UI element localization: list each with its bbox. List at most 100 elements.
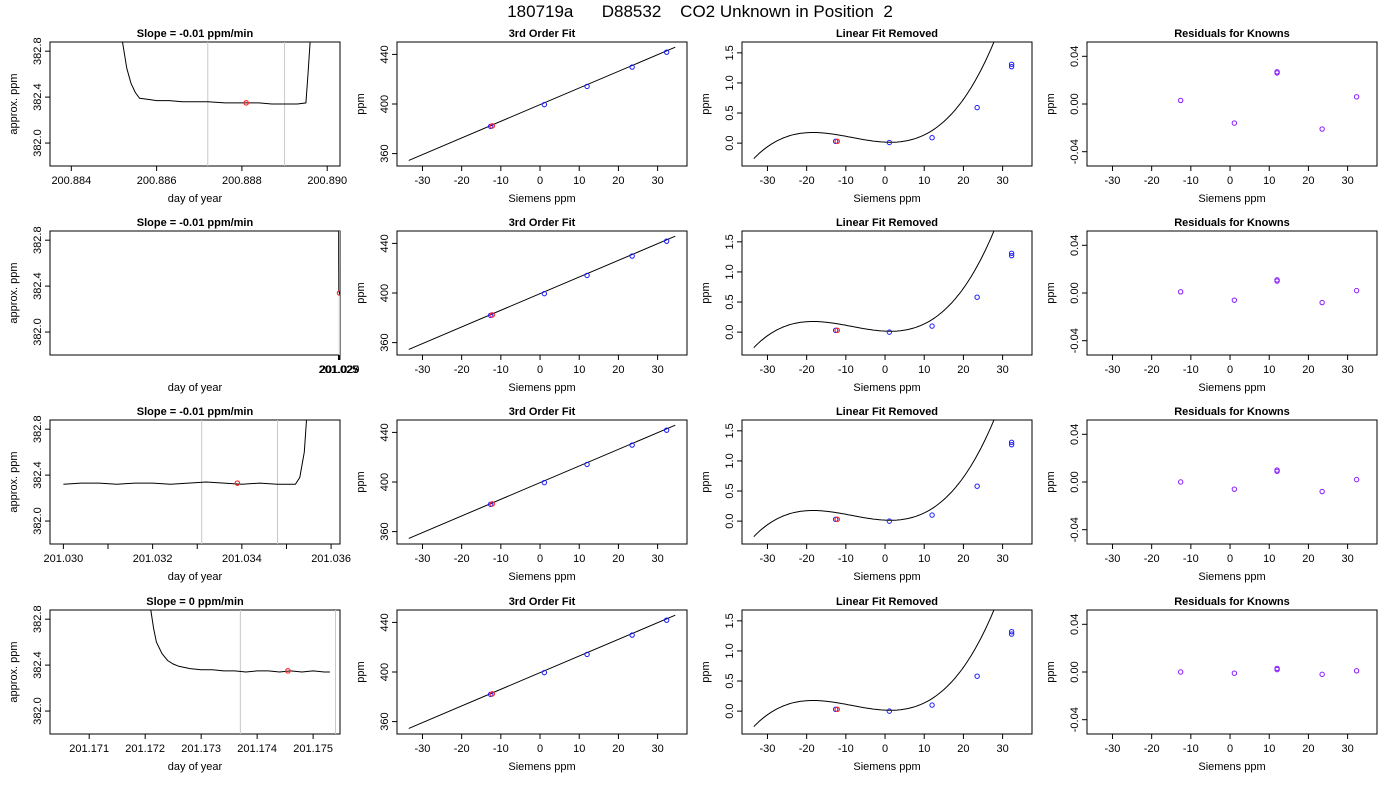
y-tick-label: 1.5 bbox=[724, 45, 736, 60]
y-tick-label: 400 bbox=[379, 663, 391, 681]
known-point bbox=[584, 83, 590, 90]
x-axis-label: Siemens ppm bbox=[1198, 382, 1265, 394]
y-tick-label: 382.8 bbox=[32, 605, 44, 633]
plot-data bbox=[1177, 665, 1360, 678]
panel-title: 3rd Order Fit bbox=[509, 28, 576, 40]
x-tick-label: 20 bbox=[957, 743, 969, 755]
y-tick-label: 0.00 bbox=[1069, 661, 1081, 682]
y-axis-label: ppm bbox=[355, 471, 367, 492]
y-tick-label: 382.0 bbox=[32, 129, 44, 157]
y-tick-label: 400 bbox=[379, 284, 391, 302]
y-tick-label: 400 bbox=[379, 95, 391, 113]
x-tick-label: -10 bbox=[493, 553, 509, 565]
x-tick-label: 20 bbox=[612, 743, 624, 755]
series-line bbox=[122, 42, 311, 105]
x-axis-label: Siemens ppm bbox=[1198, 571, 1265, 583]
plot-data bbox=[122, 42, 311, 166]
x-tick-label: -20 bbox=[454, 743, 470, 755]
plot-data bbox=[408, 235, 676, 350]
x-tick-label: 10 bbox=[1263, 743, 1275, 755]
x-tick-label: -10 bbox=[838, 743, 854, 755]
x-tick-label: 201.029 bbox=[320, 364, 360, 376]
unknown-point bbox=[834, 327, 841, 334]
x-tick-label: -30 bbox=[760, 743, 776, 755]
y-tick-label: 1.0 bbox=[724, 643, 736, 658]
y-tick-label: 0.0 bbox=[724, 703, 736, 718]
y-tick-label: 382.8 bbox=[32, 37, 44, 65]
plot-data bbox=[1177, 467, 1360, 495]
series-line bbox=[63, 420, 307, 485]
x-tick-label: 20 bbox=[1302, 175, 1314, 187]
residual-point bbox=[1231, 297, 1238, 303]
x-tick-label: -20 bbox=[799, 364, 815, 376]
x-tick-label: 30 bbox=[996, 364, 1008, 376]
y-tick-label: 360 bbox=[379, 712, 391, 730]
plot-data bbox=[408, 424, 676, 539]
x-tick-label: 201.032 bbox=[133, 553, 173, 565]
plot-frame bbox=[49, 419, 341, 545]
unknown-point bbox=[489, 691, 496, 697]
x-tick-label: 0 bbox=[882, 553, 888, 565]
y-axis-label: ppm bbox=[1045, 282, 1057, 303]
x-tick-label: 20 bbox=[1302, 553, 1314, 565]
panel-r4-linear: Linear Fit Removed -30 -20 -10 0 10 20 30 0.0 0.5… bbox=[700, 596, 1033, 773]
x-tick-label: 201.030 bbox=[44, 553, 84, 565]
x-tick-label: -30 bbox=[760, 364, 776, 376]
residual-point bbox=[1177, 97, 1184, 104]
x-tick-label: 201.034 bbox=[222, 553, 262, 565]
y-axis-label: ppm bbox=[700, 282, 712, 303]
x-tick-label: 30 bbox=[651, 743, 663, 755]
y-tick-label: 1.0 bbox=[724, 264, 736, 279]
x-tick-label: 201.027 bbox=[319, 364, 359, 376]
unknown-point bbox=[489, 312, 496, 318]
x-tick-label: 200.886 bbox=[137, 175, 177, 187]
y-tick-label: 1.5 bbox=[724, 234, 736, 249]
x-tick-label: 0 bbox=[1227, 553, 1233, 565]
y-tick-label: 0.5 bbox=[724, 673, 736, 688]
y-tick-label: 440 bbox=[379, 234, 391, 252]
panel-title: Residuals for Knowns bbox=[1174, 28, 1290, 40]
y-tick-label: 0.0 bbox=[724, 135, 736, 150]
residual-point bbox=[1353, 476, 1360, 483]
x-tick-label: 200.884 bbox=[51, 175, 91, 187]
known-point bbox=[886, 518, 893, 524]
panel-title: Residuals for Knowns bbox=[1174, 596, 1290, 608]
residual-point bbox=[1177, 479, 1184, 485]
known-point bbox=[886, 329, 893, 335]
x-tick-label: 20 bbox=[957, 175, 969, 187]
unknown-point bbox=[285, 668, 291, 674]
x-axis-label: Siemens ppm bbox=[853, 382, 920, 394]
x-tick-label: 0 bbox=[537, 364, 543, 376]
x-tick-label: 20 bbox=[1302, 364, 1314, 376]
x-tick-label: 0 bbox=[1227, 175, 1233, 187]
panel-r3-fit: 3rd Order Fit -30 -20 -10 0 10 20 30 360 400 440 Si… bbox=[355, 406, 688, 583]
x-tick-label: 10 bbox=[573, 175, 585, 187]
residual-point bbox=[1274, 70, 1280, 76]
y-tick-label: 1.0 bbox=[724, 453, 736, 468]
panel-r3-resid: Residuals for Knowns -30 -20 -10 0 10 20 30 -0.0… bbox=[1045, 406, 1378, 583]
x-axis-label: Siemens ppm bbox=[853, 193, 920, 205]
x-tick-label: 30 bbox=[1341, 553, 1353, 565]
y-tick-label: 0.04 bbox=[1069, 235, 1081, 256]
x-tick-label: 0 bbox=[1227, 743, 1233, 755]
panel-title: 3rd Order Fit bbox=[509, 217, 576, 229]
x-tick-label: 30 bbox=[1341, 364, 1353, 376]
panel-r4-fit: 3rd Order Fit -30 -20 -10 0 10 20 30 360 400 440 Si… bbox=[355, 596, 688, 773]
unknown-point bbox=[834, 706, 841, 713]
residual-point bbox=[1319, 488, 1325, 495]
unknown-point bbox=[834, 516, 841, 523]
panel-title: Slope = -0.01 ppm/min bbox=[137, 217, 254, 229]
panel-r1-linear: Linear Fit Removed -30 -20 -10 0 10 20 30 0.0 0.5… bbox=[700, 28, 1033, 205]
x-tick-label: 201.025 bbox=[319, 364, 359, 376]
y-axis-label: ppm bbox=[1045, 661, 1057, 682]
plot-frame bbox=[741, 230, 1033, 356]
y-tick-label: 382.0 bbox=[32, 697, 44, 725]
panel-title: Slope = -0.01 ppm/min bbox=[137, 406, 254, 418]
y-axis-label: ppm bbox=[355, 282, 367, 303]
x-axis-label: Siemens ppm bbox=[508, 571, 575, 583]
panel-r2-time: Slope = -0.01 ppm/min 201.025201.027201.0… bbox=[8, 217, 360, 394]
y-tick-label: -0.04 bbox=[1069, 517, 1081, 542]
x-tick-label: 10 bbox=[918, 364, 930, 376]
residual-point bbox=[1353, 668, 1360, 674]
panel-r1-fit: 3rd Order Fit -30 -20 -10 0 10 20 30 360 400 440 Si… bbox=[355, 28, 688, 205]
